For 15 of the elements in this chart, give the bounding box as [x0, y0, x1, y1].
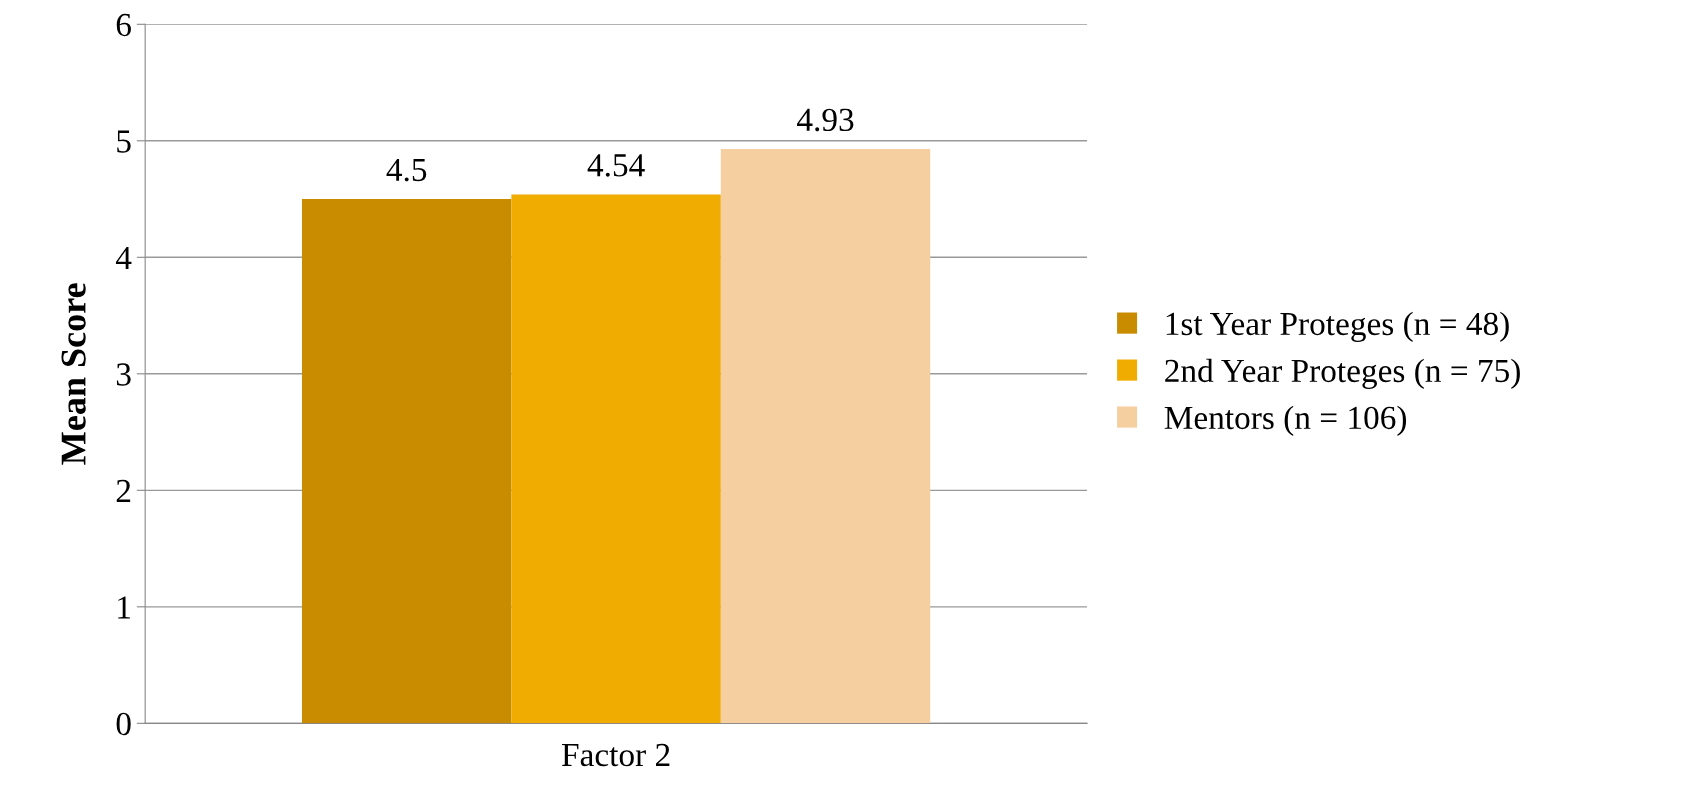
y-tick-label: 0: [116, 712, 131, 736]
legend-label: 1st Year Proteges (n = 48): [1166, 311, 1509, 343]
y-tick-label: 3: [116, 363, 131, 386]
data-label: 4.5: [386, 158, 427, 182]
x-tick-label: Factor 2: [562, 743, 670, 767]
y-tick-label: 6: [116, 13, 131, 37]
y-axis-title: Mean Score: [61, 283, 86, 465]
data-label: 4.54: [587, 154, 645, 177]
y-tick-label: 4: [115, 246, 132, 269]
y-tick-label: 2: [116, 479, 131, 502]
y-tick-label: 1: [118, 596, 130, 619]
data-label: 4.93: [797, 108, 854, 132]
y-tick-label: 5: [117, 130, 131, 153]
legend-label: Mentors (n = 106): [1164, 405, 1407, 436]
legend-label: 2nd Year Proteges (n = 75): [1165, 358, 1520, 390]
